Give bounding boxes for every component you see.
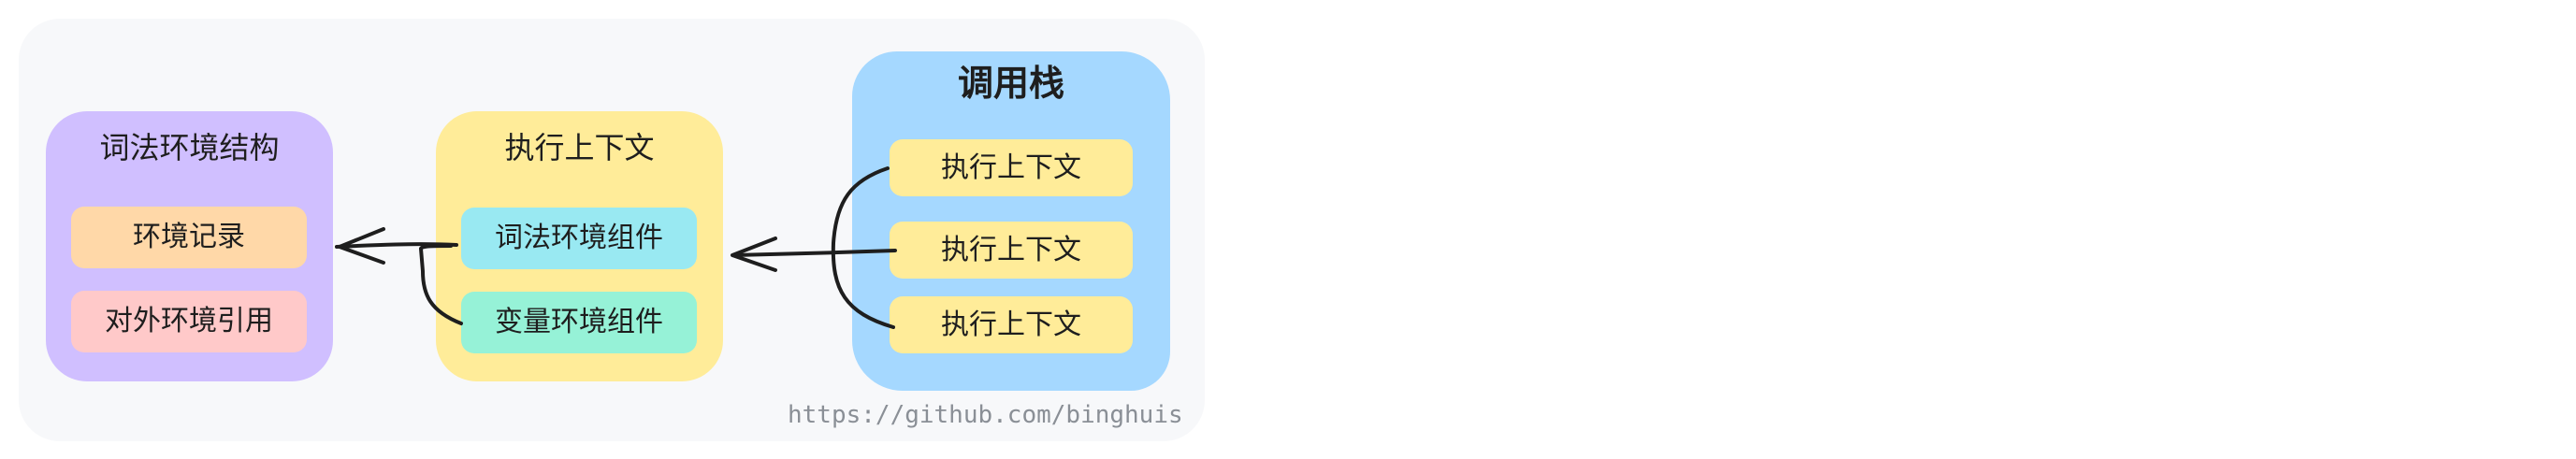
call-stack-item: 执行上下文 xyxy=(890,296,1133,353)
environment-record-card: 环境记录 xyxy=(71,207,307,268)
source-credit: https://github.com/binghuis xyxy=(788,401,1183,429)
lexical-environment-title: 词法环境结构 xyxy=(99,130,280,165)
execution-context-title: 执行上下文 xyxy=(504,130,655,165)
outer-environment-reference-card: 对外环境引用 xyxy=(71,291,307,352)
call-stack-group: 调用栈 执行上下文 执行上下文 执行上下文 xyxy=(852,51,1170,391)
call-stack-item: 执行上下文 xyxy=(890,222,1133,279)
execution-context-group: 执行上下文 词法环境组件 变量环境组件 xyxy=(436,111,723,381)
variable-environment-component-card: 变量环境组件 xyxy=(461,292,697,353)
lexical-environment-group: 词法环境结构 环境记录 对外环境引用 xyxy=(46,111,333,381)
call-stack-item: 执行上下文 xyxy=(890,139,1133,196)
lexical-environment-component-card: 词法环境组件 xyxy=(461,208,697,269)
call-stack-title: 调用栈 xyxy=(957,63,1064,104)
